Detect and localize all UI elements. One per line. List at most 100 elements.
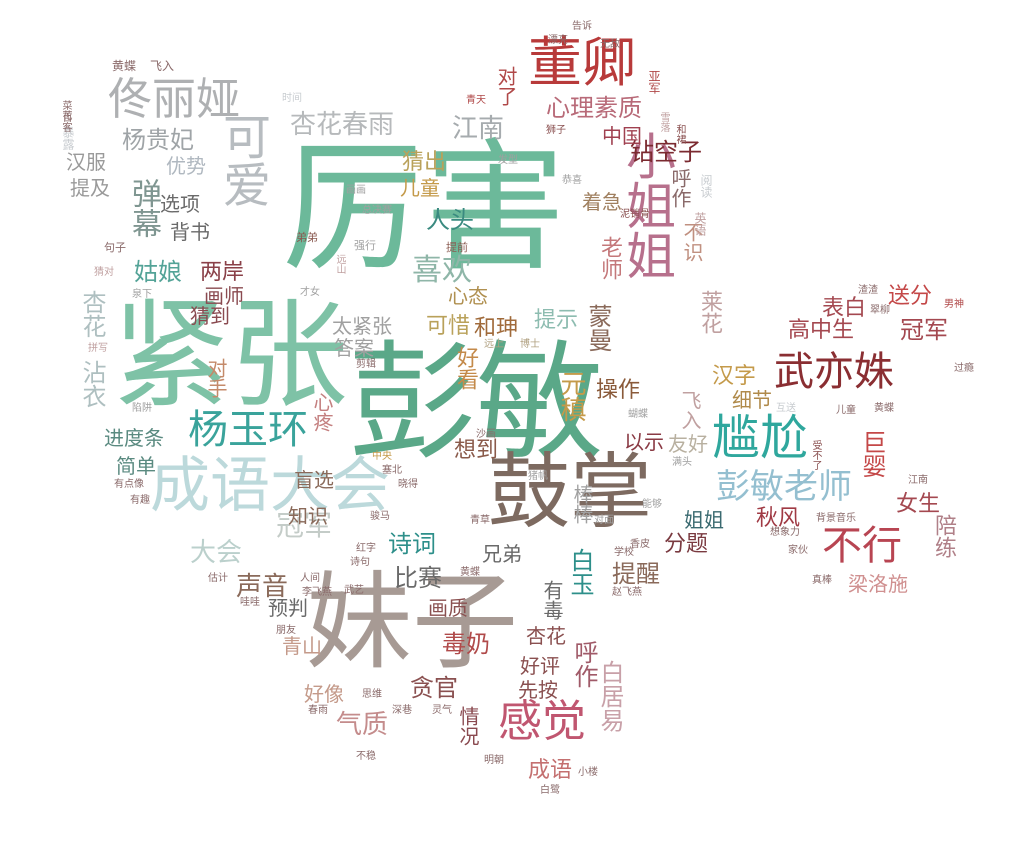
word-cloud-word: 棒棒 [570,484,594,524]
word-cloud-word: 估计 [208,573,228,584]
word-cloud-word: 提及 [70,176,110,200]
word-cloud-word: 兄弟 [482,542,522,566]
word-cloud-word: 能够 [642,499,662,510]
word-cloud-word: 人头 [426,206,474,234]
word-cloud-word: 杨玉环 [188,407,308,453]
word-cloud-word: 菜花 [60,100,71,120]
word-cloud-word: 晓得 [398,479,418,490]
word-cloud-word: 彭敏老师 [716,467,852,507]
word-cloud-word: 泥销骨 [620,209,650,220]
word-cloud-word: 黄蝶 [874,403,894,414]
word-cloud-word: 表白 [822,296,867,321]
word-cloud-word: 背书 [170,220,210,244]
word-cloud-word: 武亦姝 [774,349,894,395]
word-cloud-word: 蝴蝶 [628,409,648,420]
word-cloud-word: 儿童 [400,176,440,200]
word-cloud-word: 杏花春雨 [290,110,395,140]
word-cloud-word: 暴露 [61,126,75,150]
word-cloud-word: 提示 [534,308,579,333]
word-cloud-word: 英语 [693,212,707,236]
word-cloud-word: 漂亮 [548,35,568,46]
word-cloud-word: 和珅 [474,316,519,341]
word-cloud-word: 远山 [334,254,345,274]
word-cloud-word: 简单 [116,454,156,478]
word-cloud-word: 互送 [776,403,796,414]
word-cloud-word: 灵气 [432,705,452,716]
word-cloud-word: 发型 [498,155,518,166]
word-cloud-word: 细节 [732,388,772,412]
word-cloud-word: 以示 [624,430,664,454]
word-cloud-word: 儿童 [836,405,856,416]
word-cloud-word: 背景音乐 [816,513,856,524]
word-cloud-word: 好评 [520,654,560,678]
word-cloud-word: 紧张 [112,286,349,424]
word-cloud-word: 妹子 [306,561,518,684]
word-cloud-word: 答案 [334,336,374,360]
word-cloud-word: 拼写 [88,343,108,354]
word-cloud-word: 狮子 [546,125,566,136]
word-cloud-word: 佟丽娅 [108,74,240,125]
word-cloud-word: 李飞燕 [302,587,332,598]
word-cloud-word: 想象力 [770,527,800,538]
word-cloud-word: 心理素质 [546,94,642,122]
word-cloud-word: 钻空子 [630,138,702,166]
word-cloud-word: 喜欢 [412,253,472,288]
word-cloud-word: 毒奶 [442,630,490,658]
word-cloud-word: 提醒 [612,560,660,588]
word-cloud-word: 黄蝶 [112,59,137,73]
word-cloud-word: 亚军 [647,70,661,94]
word-cloud-word: 杏花 [78,290,106,338]
word-cloud-word: 老师 [597,236,622,280]
word-cloud-word: 过瘾 [954,363,974,374]
word-cloud-word: 汉服 [66,150,106,174]
word-cloud-word: 比赛 [394,564,442,592]
word-cloud-word: 猜到 [190,304,230,328]
word-cloud-word: 两岸 [200,260,245,285]
word-cloud-word: 不稳 [356,751,376,762]
word-cloud-word: 人间 [300,573,320,584]
word-cloud-word: 远上 [484,339,504,350]
word-cloud-word: 明朝 [484,755,504,766]
word-cloud-word: 气质 [336,710,389,740]
word-cloud-word: 提前 [446,241,468,254]
word-cloud-word: 哇哇 [240,597,260,608]
word-cloud-word: 渣渣 [858,285,878,296]
word-cloud-word: 莱花 [697,290,722,334]
word-cloud-word: 蒙曼 [584,304,612,352]
word-cloud-word: 姑娘 [134,258,182,286]
word-cloud-word: 有点像 [114,479,144,490]
word-cloud-word: 白玉 [566,548,594,596]
word-cloud-word: 杏花 [526,624,566,648]
word-cloud-word: 声音 [236,572,289,602]
word-cloud-word: 阅读 [699,174,713,198]
word-cloud-word: 中央 [372,451,392,462]
word-cloud-word: 白居易 [596,660,624,732]
word-cloud-word: 梁洛施 [848,572,908,596]
word-cloud-word: 男神 [944,299,964,310]
word-cloud-word: 可爱 [214,112,270,208]
word-cloud-word: 猜出 [402,150,447,175]
word-cloud-word: 家伙 [788,545,808,556]
word-cloud-word: 呼作 [570,640,598,688]
word-cloud-word: 青天 [466,95,486,106]
word-cloud-word: 青山 [282,634,322,658]
word-cloud-word: 泉下 [132,289,152,300]
word-cloud-word: 汉字 [712,364,757,389]
word-cloud-word: 先按 [518,678,558,702]
word-cloud-word: 对面 [594,515,614,526]
word-cloud-word: 受不了 [810,440,821,470]
word-cloud-word: 猪帆 [528,471,548,482]
word-cloud-word: 诗词 [388,530,436,558]
word-cloud-word: 心疼 [310,392,334,432]
word-cloud-word: 高中生 [788,318,855,343]
word-cloud-word: 盲选 [294,468,334,492]
word-cloud-word: 成语 [528,758,573,783]
word-cloud-word: 强行 [354,239,376,252]
word-cloud-word: 冠军 [900,316,948,344]
word-cloud-word: 知识 [288,504,328,528]
word-cloud-word: 弹幕 [126,178,161,238]
word-cloud-word: 冠军 [276,509,333,542]
word-cloud-word: 不行 [822,523,902,569]
word-cloud-word: 黄蝶 [460,567,480,578]
word-cloud-word: 有趣 [130,495,150,506]
